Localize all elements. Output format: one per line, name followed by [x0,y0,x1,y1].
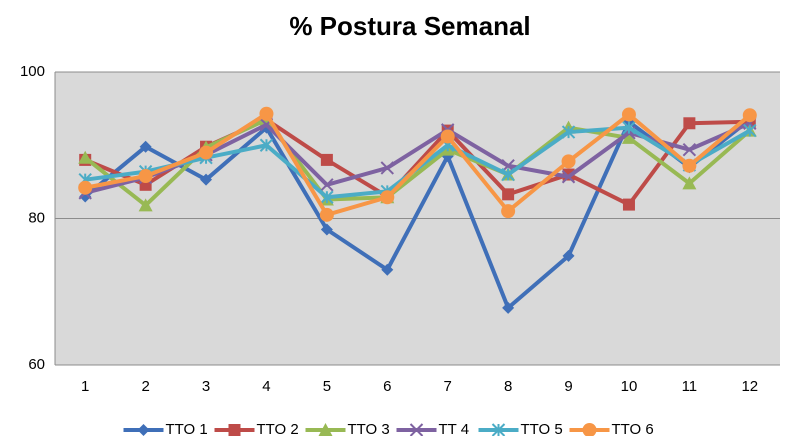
marker [561,154,576,169]
series [78,106,757,222]
marker [78,150,93,164]
line [84,111,752,217]
marker [561,170,576,184]
x-tick-label: 7 [444,378,452,395]
y-tick-label: 100 [20,63,45,80]
legend-label: TTO 1 [166,421,208,436]
marker [743,123,757,138]
y-tick-label: 60 [28,356,45,373]
marker [380,190,395,205]
marker [380,161,394,175]
marker [682,176,697,190]
x-tick-label: 12 [741,378,758,395]
marker [682,142,697,157]
marker [320,223,333,236]
marker [137,424,150,436]
marker [491,423,506,436]
marker [582,423,597,436]
marker [259,106,274,121]
x-tick-label: 8 [504,378,512,395]
marker [621,130,636,144]
marker [621,107,636,122]
marker [78,180,93,195]
legend-label: TT 4 [439,421,470,436]
line [84,117,750,207]
marker [320,178,334,192]
marker [318,423,333,436]
legend-label: TTO 2 [257,421,299,436]
x-tick-label: 6 [383,378,391,395]
legend-label: TTO 5 [521,421,563,436]
marker [381,263,394,276]
x-tick-label: 3 [202,378,210,395]
marker [561,125,576,139]
x-tick-label: 4 [262,378,270,395]
marker [682,158,697,173]
x-tick-label: 11 [682,378,698,395]
marker [502,301,515,314]
marker [259,138,274,152]
line [83,118,752,310]
x-tick-label: 1 [81,378,89,395]
marker [139,140,152,153]
x-tick-label: 10 [621,378,638,395]
marker [440,129,455,144]
marker [683,117,696,130]
marker [320,153,333,166]
marker [138,169,153,184]
y-tick-label: 80 [28,209,45,226]
marker [200,173,213,186]
legend-label: TTO 3 [348,421,390,436]
marker [742,108,757,123]
marker [502,188,515,201]
marker [320,190,334,204]
chart-title: % Postura Semanal [289,11,530,41]
marker [409,423,424,436]
marker [199,145,214,160]
marker [622,120,636,135]
marker [622,198,635,211]
marker [501,167,515,182]
legend-label: TTO 6 [612,421,654,436]
x-tick-label: 9 [564,378,572,395]
marker [228,424,241,436]
marker [138,198,153,212]
x-tick-label: 5 [323,378,331,395]
marker [562,249,575,262]
x-tick-label: 2 [141,378,149,395]
marker [501,204,516,219]
marker [319,207,334,222]
